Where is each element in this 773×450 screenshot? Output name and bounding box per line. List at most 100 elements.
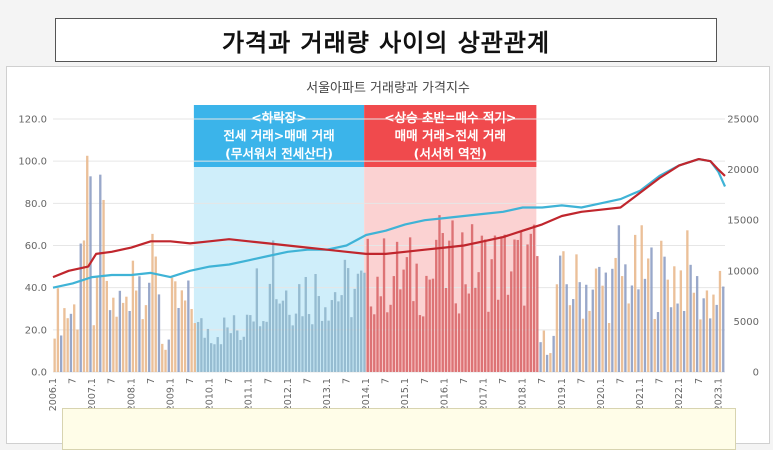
volume-bar xyxy=(288,314,291,372)
volume-bar xyxy=(183,300,187,372)
volume-index-line xyxy=(52,157,726,279)
volume-bar xyxy=(470,224,474,372)
volume-bar xyxy=(620,276,624,372)
volume-bar xyxy=(506,294,510,372)
volume-bar xyxy=(187,280,190,372)
volume-bar xyxy=(598,266,601,372)
volume-bar xyxy=(210,343,213,372)
volume-bar xyxy=(232,315,236,372)
volume-bar xyxy=(333,292,337,372)
volume-bar xyxy=(105,280,108,372)
volume-bar xyxy=(722,286,725,372)
volume-bar xyxy=(607,323,611,372)
volume-bar xyxy=(164,349,167,372)
volume-bar xyxy=(519,230,523,372)
volume-bar xyxy=(634,234,637,372)
x-tick: 7 xyxy=(694,378,705,384)
volume-bar xyxy=(679,270,683,372)
volume-bar xyxy=(69,313,73,372)
volume-bar xyxy=(663,256,666,372)
volume-bar xyxy=(53,338,56,372)
volume-bar xyxy=(480,235,484,372)
volume-bar xyxy=(539,342,542,372)
volume-bar xyxy=(669,307,673,372)
volume-bar xyxy=(568,305,572,372)
x-tick: 2012.1 xyxy=(283,378,294,411)
volume-bar xyxy=(428,279,431,372)
volume-bar xyxy=(673,266,676,372)
volume-bar xyxy=(565,284,568,372)
x-tick: 7 xyxy=(459,378,470,384)
volume-bar xyxy=(154,256,157,372)
volume-bar xyxy=(265,321,268,372)
volume-bar xyxy=(369,306,373,372)
volume-bar xyxy=(630,285,634,372)
volume-bar xyxy=(108,310,112,372)
volume-bar xyxy=(200,318,203,372)
volume-bar xyxy=(190,308,193,372)
x-tick: 2006.1 xyxy=(48,378,59,411)
volume-bar xyxy=(275,299,278,372)
annotation-down-line-1: 전세 거래>매매 거래 xyxy=(223,128,334,143)
volume-bar xyxy=(617,225,621,372)
volume-bar xyxy=(353,288,356,372)
x-tick: 2018.1 xyxy=(518,378,529,411)
volume-bar xyxy=(59,335,63,372)
x-tick: 7 xyxy=(263,378,274,384)
index-lines xyxy=(52,157,727,289)
y-right-tick: 20000 xyxy=(727,165,759,176)
volume-bar xyxy=(611,268,614,372)
volume-bar xyxy=(451,220,454,372)
volume-bar xyxy=(320,320,324,372)
volume-bar xyxy=(624,264,627,372)
volume-bar xyxy=(510,271,513,372)
volume-bar xyxy=(676,303,679,372)
volume-bar xyxy=(718,270,722,372)
volume-bar xyxy=(125,296,128,372)
volume-bar xyxy=(138,276,141,372)
y-right-tick: 15000 xyxy=(727,216,759,227)
note-box xyxy=(62,408,736,450)
x-tick: 2023.1 xyxy=(713,378,724,411)
volume-bar xyxy=(337,301,340,372)
volume-bar xyxy=(193,323,197,372)
volume-bar xyxy=(500,236,503,372)
volume-bar xyxy=(314,273,317,372)
volume-bar xyxy=(523,305,526,372)
volume-bar xyxy=(454,303,457,372)
volume-bar xyxy=(513,239,516,372)
volume-bar xyxy=(229,333,232,372)
volume-bar xyxy=(490,259,493,372)
volume-bar xyxy=(392,276,396,372)
volume-bar xyxy=(666,279,669,372)
x-tick: 7 xyxy=(420,378,431,384)
volume-bar xyxy=(640,225,643,372)
volume-bar xyxy=(89,176,92,372)
x-tick: 7 xyxy=(381,378,392,384)
price-index-line xyxy=(52,157,727,289)
volume-bar xyxy=(699,319,702,372)
volume-bar xyxy=(180,290,184,372)
x-tick: 7 xyxy=(224,378,235,384)
headline: 가격과 거래량 사이의 상관관계 xyxy=(55,18,717,62)
volume-bar xyxy=(653,319,656,372)
x-tick: 7 xyxy=(537,378,548,384)
volume-bar xyxy=(157,294,161,372)
annotations: <하락장> 전세 거래>매매 거래 (무서워서 전세산다) <상승 초반=매수 적기>… xyxy=(223,110,516,161)
volume-bar xyxy=(134,290,138,372)
volume-bar xyxy=(366,238,369,372)
volume-bar xyxy=(311,324,314,372)
volume-bar xyxy=(249,315,252,372)
volume-bar xyxy=(585,284,588,372)
volume-bars xyxy=(53,155,725,372)
volume-bar xyxy=(395,241,399,372)
volume-bar xyxy=(278,303,281,372)
volume-bar xyxy=(131,260,135,372)
volume-bar xyxy=(457,313,461,372)
volume-bar xyxy=(99,174,102,372)
volume-bar xyxy=(461,232,464,372)
y-left-tick: 60.0 xyxy=(25,241,47,252)
volume-bar xyxy=(373,314,376,372)
volume-bar xyxy=(552,335,555,372)
volume-bar xyxy=(360,270,363,372)
